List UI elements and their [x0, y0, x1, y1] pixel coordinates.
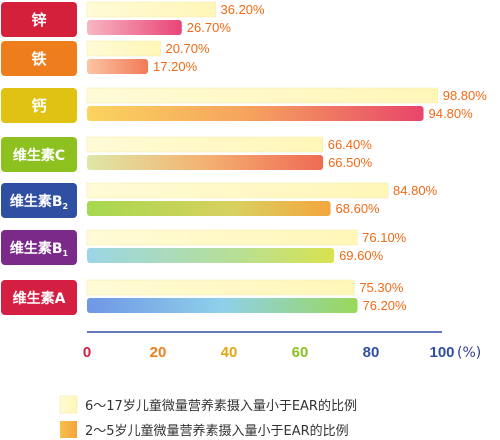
x-tick-label: 80 [363, 344, 380, 361]
x-axis-ticks: 0 20 40 60 80 100 [83, 344, 455, 361]
data-label-6-17: 76.10% [362, 230, 407, 245]
bar-6-17 [86, 40, 161, 57]
data-label-6-17: 84.80% [393, 183, 438, 198]
data-label-2-5: 26.70% [187, 20, 232, 35]
data-label-2-5: 76.20% [363, 298, 408, 313]
category-box [1, 137, 77, 172]
bar-2-5 [87, 20, 182, 35]
legend-swatch-6-17 [59, 395, 78, 414]
data-label-2-5: 68.60% [336, 201, 381, 216]
data-label-6-17: 20.70% [165, 41, 210, 56]
legend-swatch-2-5 [60, 421, 77, 438]
data-label-2-5: 17.20% [153, 59, 198, 74]
legend-label-6-17: 6～17岁儿童微量营养素摄入量小于EAR的比例 [85, 398, 357, 414]
x-axis-unit: (%) [457, 345, 481, 361]
data-label-6-17: 36.20% [221, 2, 266, 17]
x-tick-label: 40 [221, 344, 238, 361]
bar-6-17 [86, 1, 216, 18]
bar-6-17 [86, 136, 323, 153]
bars [86, 1, 438, 313]
bar-6-17 [86, 182, 389, 199]
category-box [1, 230, 77, 265]
category-label: 维生素C [13, 147, 65, 164]
bar-2-5 [87, 298, 358, 313]
data-labels: 36.20% 26.70% 20.70% 17.20% 98.80% 94.80% 66.4… [153, 2, 487, 313]
bar-2-5 [87, 155, 324, 170]
bar-2-5 [87, 248, 335, 263]
legend: 6～17岁儿童微量营养素摄入量小于EAR的比例 2～5岁儿童微量营养素摄入量小于… [59, 395, 357, 439]
data-label-6-17: 66.40% [328, 137, 373, 152]
category-label: 维生素B2 [10, 193, 68, 211]
category-box [1, 183, 77, 218]
bar-6-17 [86, 87, 438, 104]
bar-2-5 [87, 201, 331, 216]
category-label: 维生素B1 [10, 240, 69, 258]
category-box [1, 88, 77, 123]
bar-2-5 [87, 106, 424, 121]
legend-label-2-5: 2～5岁儿童微量营养素摄入量小于EAR的比例 [85, 423, 349, 439]
category-label: 铁 [31, 50, 46, 68]
category-box [1, 41, 77, 76]
x-tick-label: 100 [429, 344, 454, 361]
bar-6-17 [86, 229, 358, 246]
x-tick-label: 0 [83, 344, 91, 361]
bar-6-17 [86, 279, 355, 296]
data-label-6-17: 98.80% [443, 88, 488, 103]
data-label-6-17: 75.30% [359, 280, 404, 295]
data-label-2-5: 69.60% [339, 248, 384, 263]
category-label: 锌 [31, 11, 46, 29]
category-label: 维生素A [13, 290, 66, 307]
category-box [1, 280, 77, 315]
x-tick-label: 20 [150, 344, 167, 361]
bar-2-5 [87, 59, 149, 74]
category-label: 钙 [31, 97, 46, 115]
data-label-2-5: 94.80% [429, 106, 474, 121]
x-tick-label: 60 [292, 344, 309, 361]
category-box [1, 2, 77, 37]
data-label-2-5: 66.50% [328, 155, 373, 170]
